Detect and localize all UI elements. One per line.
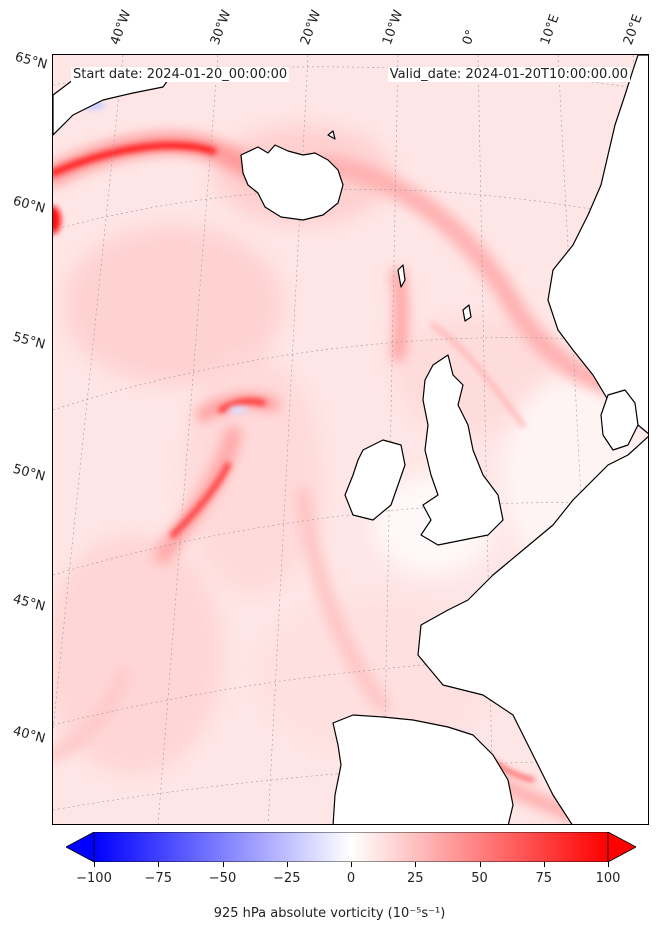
- colorbar-tick-mark: [286, 862, 288, 867]
- lon-label-0: 0°: [459, 27, 480, 47]
- coastlines: [53, 55, 648, 824]
- colorbar-tick-label: 0: [346, 871, 356, 886]
- colorbar-max-extend: [607, 832, 636, 862]
- iberia: [332, 714, 514, 824]
- lon-label-20w: 20°W: [297, 8, 325, 47]
- colorbar-tick-label: 50: [471, 871, 488, 886]
- valid-date-label: Valid_date: 2024-01-20T10:00:00.00: [387, 67, 630, 82]
- colorbar: [66, 832, 636, 862]
- lon-label-40w: 40°W: [107, 8, 135, 47]
- colorbar-tick-mark: [351, 862, 352, 867]
- map-canvas: [53, 55, 648, 824]
- colorbar-tick-mark: [543, 862, 545, 867]
- greenland: [53, 79, 169, 136]
- denmark: [600, 389, 639, 451]
- lat-label-60n: 60°N: [11, 193, 47, 217]
- colorbar-tick-label: −25: [273, 871, 301, 886]
- vorticity-map: Start date: 2024-01-20_00:00:00 Valid_da…: [52, 54, 649, 825]
- colorbar-title: 925 hPa absolute vorticity (10⁻⁵s⁻¹): [213, 906, 446, 921]
- start-date-label: Start date: 2024-01-20_00:00:00: [71, 67, 290, 82]
- colorbar-tick-mark: [94, 862, 95, 867]
- great-britain: [420, 354, 504, 546]
- lat-label-45n: 45°N: [11, 591, 47, 615]
- europe-mainland: [417, 436, 648, 824]
- iceland: [240, 144, 344, 221]
- colorbar-tick-label: −50: [208, 871, 237, 886]
- lon-label-10w: 10°W: [379, 8, 407, 47]
- colorbar-tick-label: 75: [535, 871, 553, 886]
- colorbar-tick-label: 25: [406, 871, 424, 886]
- colorbar-tick-mark: [222, 862, 224, 867]
- lat-label-65n: 65°N: [13, 49, 49, 73]
- lat-label-40n: 40°N: [11, 723, 47, 747]
- ireland: [344, 439, 406, 521]
- lat-label-50n: 50°N: [11, 461, 47, 485]
- lon-label-10e: 10°E: [537, 12, 563, 48]
- lat-label-55n: 55°N: [11, 329, 47, 353]
- colorbar-gradient: [93, 832, 609, 862]
- colorbar-tick-mark: [415, 862, 417, 867]
- colorbar-min-extend: [66, 832, 95, 862]
- colorbar-tick-label: 100: [595, 871, 621, 886]
- colorbar-tick-mark: [158, 862, 160, 867]
- lon-label-20e: 20°E: [620, 12, 646, 48]
- colorbar-tick-mark: [608, 862, 609, 867]
- colorbar-tick-label: −75: [144, 871, 172, 886]
- colorbar-tick-label: −100: [76, 871, 112, 886]
- lon-label-30w: 30°W: [207, 8, 235, 47]
- colorbar-tick-mark: [479, 862, 481, 867]
